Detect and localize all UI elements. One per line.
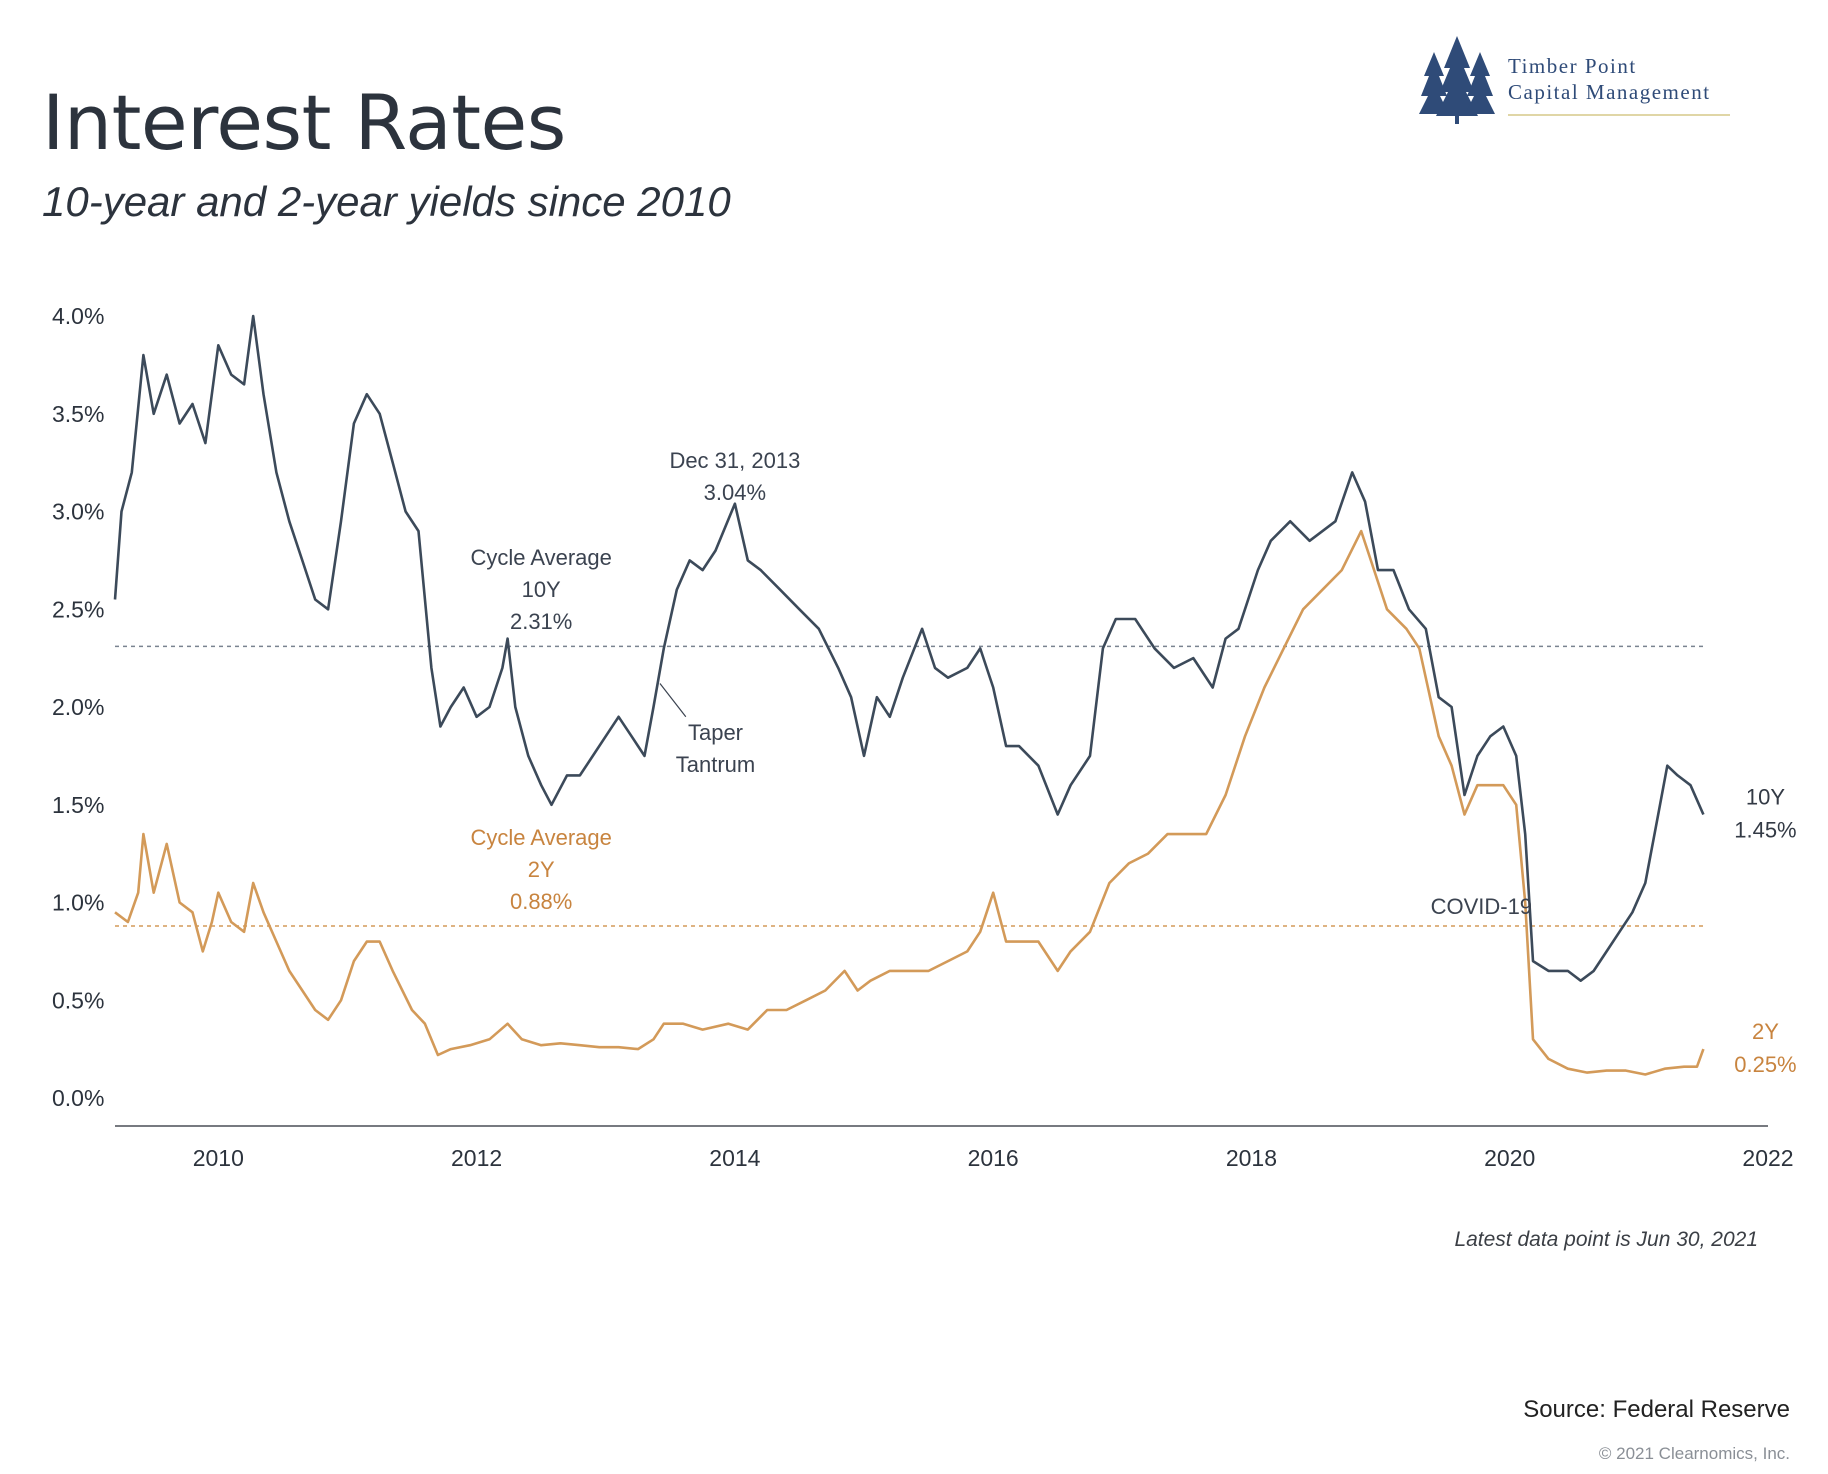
copyright-label: © 2021 Clearnomics, Inc. (1598, 1444, 1790, 1463)
annotation-text: Dec 31, 2013 (669, 448, 800, 473)
x-tick-label: 2020 (1484, 1145, 1535, 1171)
page-title: Interest Rates (42, 78, 566, 167)
x-tick-label: 2012 (451, 1145, 502, 1171)
y-tick-label: 0.0% (52, 1085, 104, 1111)
pine-trees-icon (1419, 36, 1495, 124)
source-label: Source: Federal Reserve (1523, 1396, 1790, 1423)
logo-name-line1: Timber Point (1508, 54, 1637, 78)
annotation-text: Cycle Average (470, 825, 611, 850)
annotation-text: Tantrum (676, 752, 755, 777)
series-end-value: 0.25% (1734, 1052, 1796, 1077)
annotation-text: 10Y (522, 577, 561, 602)
y-tick-label: 2.0% (52, 694, 104, 720)
x-tick-label: 2010 (193, 1145, 244, 1171)
series-line-2y (114, 529, 1705, 1076)
annotation-text: Taper (688, 720, 743, 745)
x-tick-label: 2014 (709, 1145, 760, 1171)
logo-rule (1508, 114, 1730, 116)
annotation-text: COVID-19 (1431, 894, 1532, 919)
series-end-value: 1.45% (1734, 818, 1796, 843)
y-tick-label: 2.5% (52, 596, 104, 622)
y-tick-label: 3.0% (52, 499, 104, 525)
annotation-text: 3.04% (704, 480, 766, 505)
y-tick-label: 1.5% (52, 792, 104, 818)
annotation-text: 2Y (528, 857, 555, 882)
x-tick-label: 2022 (1742, 1145, 1793, 1171)
taper-tantrum-pointer (659, 683, 687, 718)
x-tick-label: 2016 (968, 1145, 1019, 1171)
y-tick-label: 4.0% (52, 303, 104, 329)
annotation-text: 2.31% (510, 609, 572, 634)
logo-name-line2: Capital Management (1508, 80, 1711, 104)
x-tick-label: 2018 (1226, 1145, 1277, 1171)
series-end-label: 10Y (1746, 785, 1785, 810)
page-subtitle: 10-year and 2-year yields since 2010 (42, 178, 731, 225)
annotation-text: Cycle Average (470, 545, 611, 570)
annotation-text: 0.88% (510, 889, 572, 914)
y-tick-label: 0.5% (52, 987, 104, 1013)
y-tick-label: 1.0% (52, 890, 104, 916)
latest-data-note: Latest data point is Jun 30, 2021 (1454, 1228, 1758, 1251)
y-tick-label: 3.5% (52, 401, 104, 427)
series-line-10y (113, 314, 1705, 983)
company-logo: Timber Point Capital Management (1412, 34, 1742, 124)
series-end-label: 2Y (1752, 1019, 1779, 1044)
